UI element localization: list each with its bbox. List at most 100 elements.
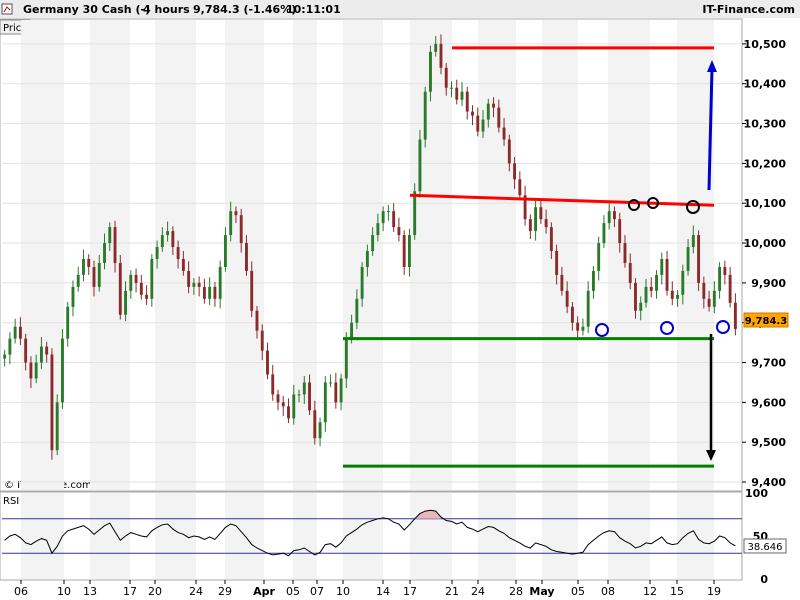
candle-body (334, 382, 338, 403)
candle-body (386, 211, 390, 213)
date-tick-label: 17 (403, 585, 417, 598)
candle-body (103, 243, 106, 263)
candle-body (281, 402, 285, 407)
annotations (595, 60, 730, 461)
date-tick-label: 10 (57, 585, 71, 598)
candle-body (707, 298, 711, 307)
candle-body (218, 266, 222, 299)
candle-body (607, 211, 611, 224)
candle-body (544, 219, 548, 228)
candle-body (208, 286, 212, 299)
candle-body (497, 107, 501, 128)
resistance-mid-line (409, 193, 715, 207)
candle-body (355, 298, 359, 323)
candle-body (118, 262, 122, 315)
date-tick-label: 05 (571, 585, 585, 598)
candle-body (634, 282, 637, 311)
candle-body (339, 378, 343, 403)
candle-body (292, 394, 296, 419)
candle-body (276, 394, 280, 403)
candle-body (660, 258, 664, 275)
candle-body (486, 103, 490, 120)
date-tick-label: 13 (83, 585, 97, 598)
candle-body (407, 235, 411, 267)
candle-body (476, 115, 480, 132)
rsi-value: 38.646 (748, 542, 783, 553)
candle-body (50, 354, 54, 451)
candle-body (471, 111, 474, 116)
price-tick-label: 9,700 (751, 357, 786, 370)
candle-body (597, 243, 601, 271)
candle-body (586, 290, 590, 327)
candle-body (266, 350, 269, 375)
last-price-badge (743, 312, 789, 328)
settings-icon[interactable] (1, 3, 13, 15)
candle-body (450, 87, 453, 89)
grid-band (343, 493, 383, 579)
date-tick-label: 10 (336, 585, 350, 598)
candle-body (455, 87, 459, 100)
candle-body (565, 290, 569, 307)
grid-band (542, 493, 578, 579)
date-tick-label: 06 (14, 585, 28, 598)
grid-band (90, 493, 130, 579)
candle-body (492, 103, 495, 108)
candle-body (397, 227, 401, 236)
grid-band (293, 493, 317, 579)
candle-body (618, 219, 622, 244)
candle-body (34, 362, 38, 379)
candle-body (308, 382, 311, 411)
candle-body (113, 227, 117, 263)
price-tick-label: 10,500 (744, 38, 787, 51)
candle-body (644, 286, 648, 303)
grid-band (90, 20, 130, 490)
price-tick-label: 9,500 (751, 436, 786, 449)
price-tick-label: 10,300 (744, 118, 787, 131)
rsi-tick-label: 0 (760, 573, 768, 586)
candle-body (313, 410, 317, 439)
candle-body (3, 354, 7, 359)
candle-body (350, 322, 354, 339)
header-time: 10:11:01 (286, 3, 341, 16)
target-arrow-up (707, 67, 714, 191)
candle-body (733, 302, 737, 329)
candle-body (697, 235, 701, 283)
grid-band (410, 20, 452, 490)
candle-body (549, 227, 553, 252)
grid-band (608, 20, 650, 490)
candle-body (145, 294, 149, 299)
price-label: Price (3, 23, 27, 34)
date-tick-label: 12 (643, 585, 657, 598)
grid-band (343, 20, 383, 490)
grid-band (478, 493, 516, 579)
candle-body (24, 338, 28, 363)
grid-band (478, 20, 516, 490)
chart-icon-glyph (3, 6, 11, 13)
candle-body (460, 91, 464, 100)
candle-body (45, 346, 49, 355)
candle-body (302, 382, 306, 395)
price-tick-label: 9,600 (751, 396, 786, 409)
date-tick-label: 08 (601, 585, 615, 598)
price-tick-label: 10,400 (744, 78, 787, 91)
candle-body (623, 243, 627, 263)
candle-body (323, 382, 327, 423)
candle-body (434, 43, 438, 52)
candle-body (465, 91, 469, 112)
candle-body (87, 258, 91, 267)
rsi-line (4, 509, 736, 557)
candle-body (55, 402, 59, 451)
candle-body (439, 43, 443, 68)
candle-body (413, 191, 417, 236)
candle-body (429, 51, 432, 92)
high-marker (647, 197, 659, 209)
candle-body (691, 235, 695, 248)
candle-body (134, 274, 138, 283)
candle-body (723, 266, 727, 275)
price-change: 9,784.3 (-1.46%) (193, 3, 296, 16)
brand-name: IT-Finance.com (702, 3, 795, 16)
candle-body (670, 290, 674, 299)
candle-body (381, 211, 385, 224)
grid-band (677, 493, 714, 579)
